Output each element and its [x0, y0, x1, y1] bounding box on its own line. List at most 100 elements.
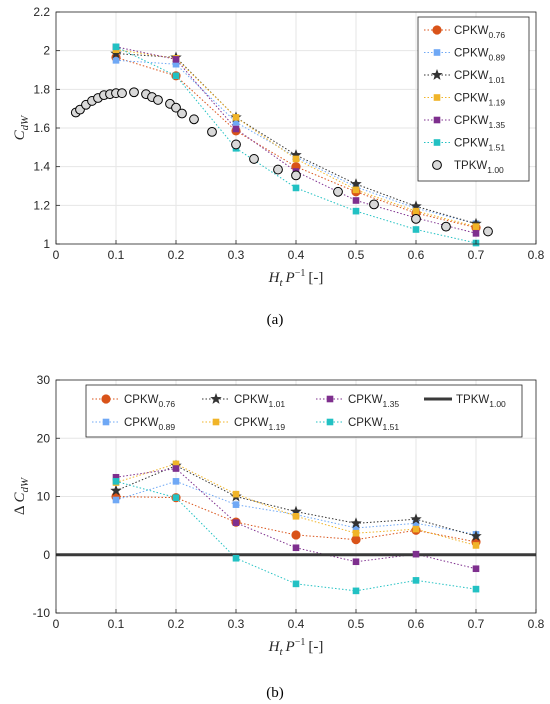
a-point-cpkw-1.19 [412, 207, 420, 215]
b-legend-entry: TPKW1.00 [456, 394, 506, 409]
panel-label-a: (a) [267, 312, 284, 328]
a-point-cpkw-0.89 [232, 118, 240, 126]
a-legend-swatch [433, 94, 441, 101]
a-point-cpkw-1.51 [112, 43, 120, 51]
a-xtick-label: 0.4 [288, 248, 305, 262]
a-point-cpkw-1.51 [292, 184, 300, 192]
chart-a: 0 0.1 0.2 0.3 0.4 0.5 0.6 0.7 0.8 1 1.2 1.4 1.6 1.8 2 2… [12, 5, 545, 289]
b-point-cpkw-0.89 [352, 524, 360, 532]
a-legend: CPKW0.76 CPKW0.89 CPKW1.01 CPKW1.19 CPKW1.35… [417, 16, 530, 182]
b-point-cpkw-1.19 [472, 542, 480, 549]
a-ytick-label: 1.2 [33, 198, 50, 212]
a-legend-swatch [433, 139, 441, 146]
a-xtick-label: 0.5 [348, 248, 365, 262]
a-ytick-label: 1 [43, 237, 50, 251]
a-xtick-label: 0.7 [468, 248, 485, 262]
b-legend-swatch [326, 418, 334, 426]
b-point-cpkw-1.19 [172, 460, 180, 468]
b-legend-swatch [101, 394, 111, 404]
b-legend-entry: CPKW0.89 [124, 417, 175, 432]
a-xlabel: Ht P−1 [-] [268, 268, 324, 289]
a-point-tpkw-1.00 [411, 213, 421, 224]
a-point-tpkw-1.00 [231, 139, 241, 150]
b-legend-swatch [102, 418, 110, 426]
b-point-cpkw-0.89 [112, 496, 120, 504]
b-point-cpkw-1.01 [470, 530, 482, 541]
b-point-cpkw-0.89 [412, 519, 420, 527]
a-point-tpkw-1.00 [189, 114, 199, 125]
b-point-cpkw-1.51 [472, 585, 480, 593]
a-point-tpkw-1.00 [333, 186, 343, 197]
b-xtick-label: 0.2 [168, 617, 185, 631]
b-point-cpkw-1.19 [352, 529, 360, 537]
b-point-cpkw-1.35 [112, 473, 120, 481]
b-point-cpkw-1.01 [290, 505, 302, 517]
a-legend-swatch [431, 69, 443, 80]
a-legend-entry: CPKW1.19 [454, 93, 505, 108]
b-legend-swatch [212, 418, 220, 426]
a-point-cpkw-1.35 [172, 56, 180, 63]
a-point-tpkw-1.00 [369, 199, 379, 210]
b-ytick-label: 20 [37, 431, 51, 445]
a-point-cpkw-0.89 [172, 60, 180, 68]
b-ytick-label: 0 [43, 548, 50, 562]
b-point-cpkw-0.76 [351, 535, 361, 545]
a-point-cpkw-0.89 [112, 57, 120, 64]
b-point-cpkw-1.01 [350, 517, 362, 529]
b-point-cpkw-1.35 [472, 565, 480, 573]
b-ylabel: Δ CdW [12, 477, 31, 515]
b-point-cpkw-1.19 [292, 513, 300, 520]
b-point-cpkw-1.19 [412, 525, 420, 533]
a-ytick-label: 1.4 [33, 160, 50, 174]
a-legend-entry: CPKW1.51 [454, 138, 505, 153]
a-point-cpkw-1.51 [172, 72, 180, 80]
a-point-tpkw-1.00 [291, 170, 301, 181]
b-point-cpkw-1.19 [232, 490, 240, 498]
a-point-cpkw-1.19 [232, 114, 240, 121]
a-legend-entry: CPKW1.35 [454, 115, 505, 130]
a-point-tpkw-1.00 [117, 88, 127, 99]
b-xtick-label: 0.6 [408, 617, 425, 631]
a-legend-swatch [432, 160, 442, 170]
a-point-tpkw-1.00 [483, 226, 493, 237]
b-point-cpkw-1.51 [172, 494, 180, 501]
a-point-tpkw-1.00 [177, 108, 187, 119]
b-legend-entry: CPKW1.19 [234, 417, 285, 432]
b-point-cpkw-0.89 [172, 478, 180, 485]
a-point-cpkw-1.01 [350, 178, 362, 189]
b-xtick-label: 0.8 [528, 617, 545, 631]
b-xtick-label: 0.3 [228, 617, 245, 631]
b-legend-entry: CPKW0.76 [124, 394, 175, 409]
a-point-cpkw-1.01 [290, 149, 302, 160]
panel-label-b: (b) [266, 685, 284, 701]
a-xtick-label: 0 [53, 248, 60, 262]
b-legend-swatch [210, 393, 222, 404]
a-legend-entry: CPKW0.89 [454, 48, 505, 63]
b-point-cpkw-1.51 [112, 478, 120, 485]
a-point-cpkw-1.01 [470, 217, 482, 229]
a-xtick-label: 0.1 [108, 248, 125, 262]
b-legend-box [85, 384, 523, 438]
b-xtick-label: 0.1 [108, 617, 125, 631]
b-xtick-label: 0.7 [468, 617, 485, 631]
a-ytick-label: 2.2 [33, 5, 50, 19]
a-point-cpkw-1.51 [352, 207, 360, 215]
b-legend-entry: CPKW1.35 [348, 394, 399, 409]
b-point-cpkw-0.76 [291, 530, 301, 540]
b-point-cpkw-0.89 [232, 501, 240, 508]
a-point-cpkw-1.01 [410, 200, 422, 212]
a-xtick-label: 0.2 [168, 248, 185, 262]
b-xlabel: Ht P−1 [-] [268, 637, 324, 658]
b-point-cpkw-1.35 [292, 544, 300, 552]
a-ytick-label: 1.6 [33, 121, 50, 135]
a-point-tpkw-1.00 [441, 221, 451, 232]
a-point-cpkw-1.35 [352, 197, 360, 204]
a-point-cpkw-1.19 [292, 155, 300, 163]
b-point-cpkw-1.51 [292, 580, 300, 588]
b-point-cpkw-1.35 [412, 550, 420, 558]
b-xtick-label: 0 [53, 617, 60, 631]
a-ylabel: CdW [12, 115, 31, 141]
a-ytick-label: 1.8 [33, 82, 50, 96]
